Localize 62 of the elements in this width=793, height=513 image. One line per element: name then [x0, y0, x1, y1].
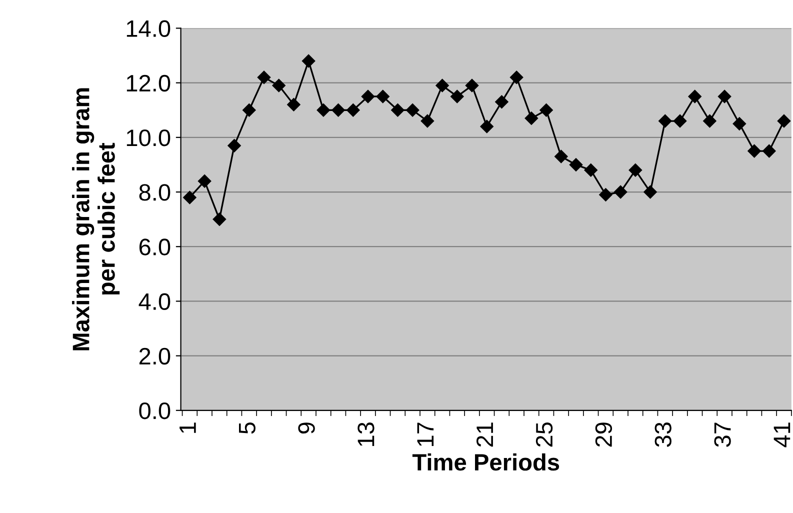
- y-tick-label: 14.0: [126, 20, 170, 38]
- point: [198, 174, 212, 188]
- point: [614, 185, 628, 199]
- point: [287, 98, 300, 112]
- y-tick-label: 12.0: [126, 74, 170, 92]
- point: [436, 78, 449, 92]
- y-tick-label: 10.0: [126, 129, 170, 146]
- point: [346, 104, 360, 117]
- point: [510, 70, 524, 84]
- y-tick-label: 2.0: [139, 348, 170, 365]
- point: [777, 114, 791, 128]
- x-tick-label: 25: [536, 422, 553, 447]
- y-tick-label: 8.0: [139, 184, 170, 201]
- point: [748, 144, 761, 158]
- point: [450, 90, 464, 104]
- point: [718, 90, 732, 104]
- x-tick-label: 29: [595, 422, 612, 447]
- point: [406, 104, 420, 117]
- point: [703, 114, 716, 128]
- point: [658, 114, 672, 128]
- point: [480, 120, 494, 134]
- x-tick-label: 17: [417, 422, 434, 446]
- x-tick-label: 41: [774, 422, 790, 448]
- point: [673, 114, 687, 128]
- point: [762, 144, 776, 158]
- point: [316, 104, 330, 117]
- point: [212, 212, 226, 226]
- x-tick-label: 33: [654, 422, 672, 447]
- point: [376, 90, 390, 104]
- point: [465, 78, 479, 92]
- point: [688, 90, 702, 104]
- x-tick-label: 13: [358, 422, 374, 446]
- y-tick-label: 4.0: [138, 293, 170, 310]
- point: [554, 150, 568, 164]
- point: [302, 54, 316, 68]
- x-tick-label: 37: [714, 422, 731, 447]
- point: [391, 104, 404, 117]
- x-tick-label: 9: [298, 422, 315, 434]
- point: [569, 158, 583, 172]
- point: [524, 112, 538, 125]
- point: [495, 95, 508, 109]
- point: [242, 104, 256, 117]
- point: [420, 114, 434, 128]
- point: [272, 78, 286, 92]
- point: [599, 188, 612, 202]
- point: [183, 190, 196, 204]
- point: [584, 164, 598, 177]
- point: [628, 164, 642, 177]
- point: [540, 104, 553, 117]
- x-tick-label: 1: [180, 422, 196, 433]
- point: [644, 185, 657, 199]
- point: [257, 70, 271, 84]
- y-tick-label: 6.0: [139, 238, 170, 256]
- x-tick-label: 5: [239, 422, 256, 434]
- x-axis-title: Time Periods: [412, 453, 560, 471]
- point: [332, 104, 345, 117]
- point: [732, 117, 746, 130]
- point: [361, 90, 375, 104]
- point: [228, 139, 241, 152]
- y-tick-label: 0.0: [139, 402, 170, 420]
- y-axis-title: Maximum grain in gram per cubic feet: [72, 88, 120, 350]
- x-tick-label: 21: [476, 422, 493, 447]
